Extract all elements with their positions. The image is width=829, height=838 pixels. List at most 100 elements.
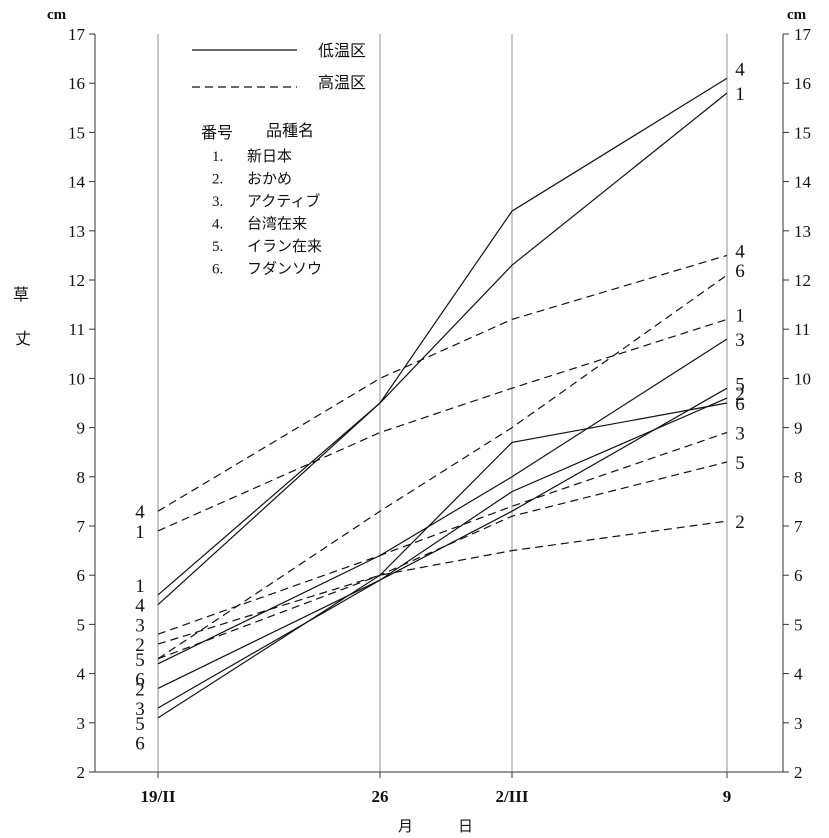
y-tick-label-left: 14 [68, 173, 86, 192]
series-start-label: 6 [135, 733, 145, 754]
series-start-label: 2 [135, 635, 145, 656]
y-unit-left: cm [47, 7, 67, 23]
legend-variety-list: 1. 新日本 2. おかめ 3. アクティブ 4. 台湾在来 5. イラン在来 6. フダンソウ [212, 148, 322, 278]
y-tick-label-right: 3 [794, 714, 803, 733]
series-line-1-dashed [157, 318, 728, 532]
legend-variety-name: イラン在来 [247, 238, 322, 255]
series-line-6-solid [157, 402, 728, 719]
series-line-2-dashed [157, 520, 728, 645]
series-end-label: 2 [735, 384, 745, 405]
series-line-5-solid [157, 387, 728, 709]
y-tick-label-left: 5 [77, 615, 86, 634]
legend-variety-number: 3. [212, 194, 223, 210]
y-tick-label-left: 9 [77, 419, 86, 438]
series-end-label: 1 [735, 305, 745, 326]
legend-variety-name: 台湾在来 [247, 216, 307, 233]
legend-variety-number: 5. [212, 239, 223, 255]
legend-variety-name: 新日本 [247, 148, 292, 165]
series-line-3-solid [157, 338, 728, 665]
series-end-label: 5 [735, 374, 745, 395]
legend-variety-number: 2. [212, 172, 223, 188]
y-tick-label-left: 4 [77, 665, 86, 684]
series-start-label: 2 [135, 679, 145, 700]
y-tick-label-right: 6 [794, 566, 803, 585]
y-tick-label-right: 15 [794, 123, 811, 142]
legend-table-header-number: 番号 [201, 124, 233, 142]
y-tick-label-left: 2 [77, 763, 86, 782]
y-tick-label-left: 13 [68, 222, 85, 241]
series-start-label: 3 [135, 699, 145, 720]
series-line-6-dashed [157, 274, 728, 660]
y-tick-label-right: 8 [794, 468, 803, 487]
series-line-3-dashed [157, 431, 728, 635]
y-tick-label-left: 8 [77, 468, 86, 487]
series-start-label: 5 [135, 714, 145, 735]
series-end-label: 1 [735, 84, 745, 105]
y-tick-label-right: 4 [794, 665, 803, 684]
y-tick-label-left: 3 [77, 714, 86, 733]
x-tick-label: 19/II [141, 787, 176, 806]
y-tick-label-right: 12 [794, 271, 811, 290]
series-start-label: 5 [135, 650, 145, 671]
series-line-4-dashed [157, 254, 728, 512]
legend-variety-number: 4. [212, 217, 223, 233]
y-tick-label-right: 10 [794, 369, 811, 388]
legend-variety-number: 6. [212, 262, 223, 278]
series-end-label: 3 [735, 330, 745, 351]
y-tick-label-left: 7 [77, 517, 86, 536]
series-line-1-solid [157, 92, 728, 606]
x-tick-label: 26 [372, 787, 389, 806]
y-tick-label-left: 6 [77, 566, 86, 585]
x-tick-label: 9 [723, 787, 732, 806]
y-tick-label-right: 17 [794, 25, 812, 44]
legend-variety-number: 1. [212, 149, 223, 165]
series-end-label: 2 [735, 512, 745, 533]
y-tick-label-left: 10 [68, 369, 85, 388]
x-tick-label: 2/III [495, 787, 528, 806]
series-start-label: 3 [135, 615, 145, 636]
y-axis-label-char-1: 草 [13, 286, 29, 304]
y-tick-label-right: 5 [794, 615, 803, 634]
series-line-2-solid [157, 397, 728, 689]
series-end-label: 6 [735, 394, 745, 415]
series-end-label: 4 [735, 241, 745, 262]
series-line-4-solid [157, 77, 728, 596]
series-start-label: 1 [135, 522, 145, 543]
y-tick-label-left: 11 [69, 320, 85, 339]
legend-variety-name: アクティブ [247, 192, 320, 210]
axes-layer [94, 34, 784, 773]
series-end-label: 3 [735, 424, 745, 445]
y-tick-label-left: 16 [68, 74, 85, 93]
y-tick-label-left: 17 [68, 25, 86, 44]
series-end-label: 6 [735, 261, 745, 282]
x-axis-label: 月 日 [398, 819, 473, 835]
legend-solid-label: 低温区 [318, 42, 366, 60]
y-tick-label-left: 15 [68, 123, 85, 142]
series-end-label: 5 [735, 453, 745, 474]
y-tick-label-right: 14 [794, 173, 812, 192]
series-start-label: 4 [135, 502, 145, 523]
legend-dashed-label: 高温区 [318, 74, 366, 92]
series-start-label: 6 [135, 670, 145, 691]
y-tick-label-right: 9 [794, 419, 803, 438]
series-layer [157, 77, 728, 719]
legend: 低温区 高温区 番号 品種名 1. 新日本 2. おかめ 3. アクティブ 4. 台湾在来 5.… [192, 42, 366, 278]
legend-table-header-variety: 品種名 [266, 122, 314, 140]
y-tick-label-left: 12 [68, 271, 85, 290]
series-end-label: 4 [735, 59, 745, 80]
y-tick-label-right: 7 [794, 517, 803, 536]
series-start-label: 4 [135, 596, 145, 617]
y-tick-label-right: 2 [794, 763, 803, 782]
y-unit-right: cm [787, 7, 807, 23]
y-axis-label: 草 丈 [13, 286, 31, 348]
legend-variety-name: フダンソウ [247, 261, 322, 278]
series-line-5-dashed [157, 461, 728, 660]
y-tick-label-right: 11 [794, 320, 810, 339]
y-tick-label-right: 13 [794, 222, 811, 241]
y-axis-label-char-2: 丈 [15, 330, 31, 348]
series-start-label: 1 [135, 576, 145, 597]
y-tick-label-right: 16 [794, 74, 811, 93]
